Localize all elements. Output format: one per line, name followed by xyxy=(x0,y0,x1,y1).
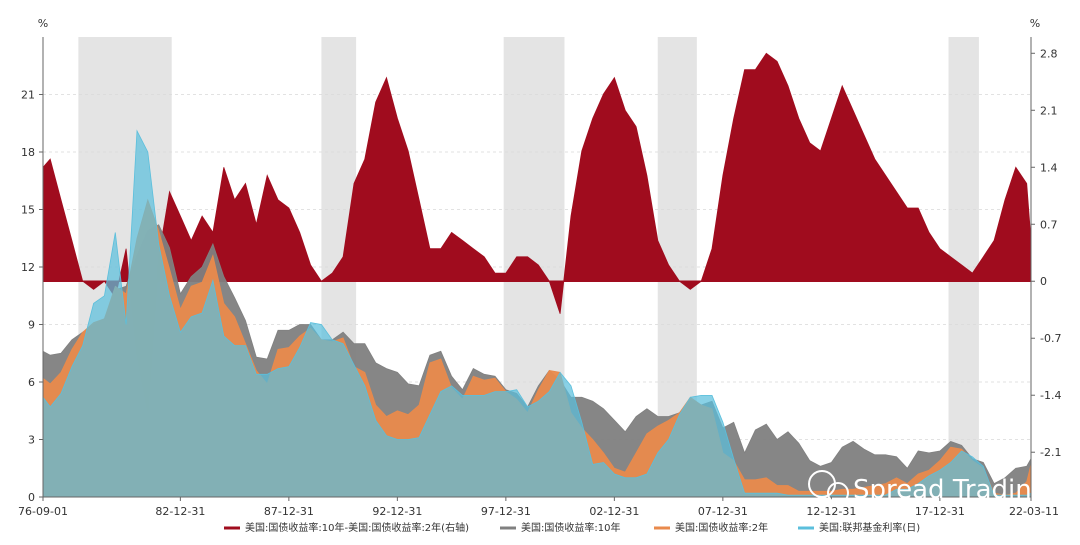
right-tick-label: 1.4 xyxy=(1040,161,1058,174)
wechat-icon-small xyxy=(827,482,849,504)
x-tick-label: 76-09-01 xyxy=(18,505,68,518)
right-tick-label: 2.8 xyxy=(1040,47,1058,60)
right-tick-label: -0.7 xyxy=(1040,332,1061,345)
x-tick-label: 82-12-31 xyxy=(155,505,205,518)
right-tick-label: 2.1 xyxy=(1040,104,1058,117)
right-tick-label: 0 xyxy=(1040,275,1047,288)
x-tick-label: 17-12-31 xyxy=(915,505,965,518)
x-tick-label: 22-03-11 xyxy=(1009,505,1059,518)
series-area-spread xyxy=(43,52,1031,412)
series-area-fedfunds xyxy=(43,129,1031,497)
left-tick-label: 9 xyxy=(28,319,35,332)
left-tick-label: 3 xyxy=(28,434,35,447)
left-tick-label: 0 xyxy=(28,491,35,504)
x-tick-label: 12-12-31 xyxy=(806,505,856,518)
legend-label: 美国:国债收益率:2年 xyxy=(675,521,768,534)
left-tick-label: 21 xyxy=(21,89,35,102)
right-tick-label: -1.4 xyxy=(1040,389,1061,402)
left-tick-label: 15 xyxy=(21,204,35,217)
right-tick-label: 0.7 xyxy=(1040,218,1058,231)
left-tick-label: 12 xyxy=(21,261,35,274)
legend-label: 美国:国债收益率:10年 xyxy=(521,521,620,534)
x-tick-label: 97-12-31 xyxy=(481,505,531,518)
x-tick-label: 87-12-31 xyxy=(264,505,314,518)
x-tick-label: 07-12-31 xyxy=(698,505,748,518)
legend-label: 美国:联邦基金利率(日) xyxy=(819,521,920,534)
x-tick-label: 02-12-31 xyxy=(589,505,639,518)
left-tick-label: 6 xyxy=(28,376,35,389)
x-tick-label: 92-12-31 xyxy=(372,505,422,518)
plot-area xyxy=(43,52,1031,497)
right-tick-label: -2.1 xyxy=(1040,446,1061,459)
legend-label: 美国:国债收益率:10年-美国:国债收益率:2年(右轴) xyxy=(245,521,469,534)
left-tick-label: 18 xyxy=(21,146,35,159)
right-axis-unit: % xyxy=(1030,17,1040,30)
watermark: Spread Trading xyxy=(808,470,1048,505)
left-axis-unit: % xyxy=(38,17,48,30)
watermark-text: Spread Trading xyxy=(853,475,1048,505)
